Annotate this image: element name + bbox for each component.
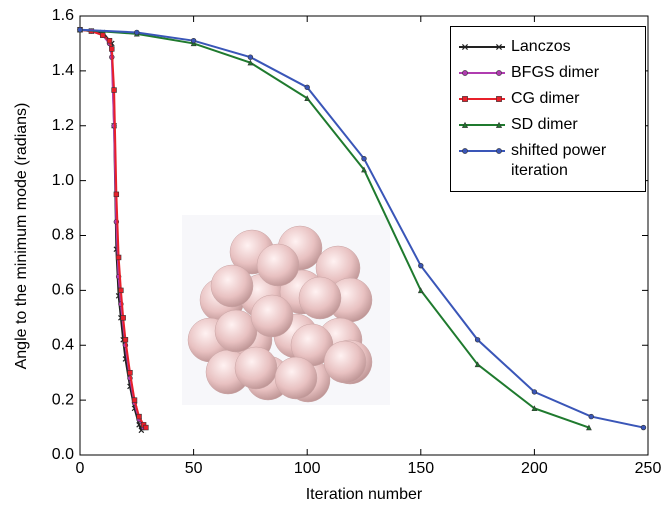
series xyxy=(77,27,647,431)
series xyxy=(77,26,592,431)
x-tick-label: 100 xyxy=(294,460,321,477)
marker xyxy=(462,96,468,102)
x-axis-label: Iteration number xyxy=(306,486,423,503)
legend-entry: SD dimer xyxy=(451,115,645,135)
marker xyxy=(100,32,106,38)
marker xyxy=(495,121,503,128)
marker xyxy=(461,43,469,51)
legend-swatch xyxy=(459,96,505,102)
y-tick-label: 0.8 xyxy=(52,227,74,244)
legend-label: CG dimer xyxy=(511,90,580,107)
marker xyxy=(417,287,424,294)
y-tick-label: 1.0 xyxy=(52,172,74,189)
x-tick-label: 200 xyxy=(521,460,548,477)
marker xyxy=(77,27,83,33)
inset-image xyxy=(182,215,390,405)
x-tick-label: 0 xyxy=(76,460,85,477)
marker xyxy=(495,43,503,51)
marker xyxy=(462,148,468,154)
marker xyxy=(190,37,197,44)
marker xyxy=(111,87,117,93)
marker xyxy=(122,337,129,343)
x-tick-label: 250 xyxy=(635,460,662,477)
legend-label: BFGS dimer xyxy=(511,64,600,81)
marker xyxy=(115,254,122,261)
y-tick-label: 0.4 xyxy=(52,336,74,353)
marker xyxy=(418,262,424,269)
marker xyxy=(106,37,113,44)
marker xyxy=(496,70,502,76)
legend-swatch xyxy=(459,43,505,51)
legend-label: SD dimer xyxy=(511,116,578,133)
marker xyxy=(361,166,367,173)
marker xyxy=(462,70,468,76)
legend-entry: BFGS dimer xyxy=(451,63,645,83)
series xyxy=(77,26,145,434)
marker xyxy=(113,191,120,198)
y-tick-label: 1.6 xyxy=(52,7,74,24)
marker xyxy=(461,121,469,128)
legend-entry: shifted power iteration xyxy=(451,141,645,181)
marker xyxy=(640,424,647,431)
y-tick-label: 1.2 xyxy=(52,117,74,134)
marker xyxy=(586,424,592,431)
legend-swatch xyxy=(459,148,505,154)
marker xyxy=(136,413,142,420)
y-tick-label: 1.4 xyxy=(52,62,74,79)
marker xyxy=(118,287,124,294)
x-tick-label: 150 xyxy=(407,460,434,477)
marker xyxy=(531,389,538,395)
marker xyxy=(247,59,254,66)
legend-swatch xyxy=(459,121,505,128)
legend: Lanczos BFGS dimer CG dimer SD dimer shifted… xyxy=(450,26,646,192)
marker xyxy=(496,96,502,102)
legend-swatch xyxy=(459,70,505,76)
marker xyxy=(131,397,138,403)
legend-label: Lanczos xyxy=(511,38,571,55)
marker xyxy=(496,148,502,154)
series xyxy=(77,27,149,431)
series-line xyxy=(79,28,147,429)
marker xyxy=(120,315,126,321)
y-tick-label: 0.2 xyxy=(52,391,74,408)
marker xyxy=(190,40,197,47)
marker xyxy=(127,369,133,376)
marker xyxy=(474,361,481,368)
marker xyxy=(361,155,367,162)
marker xyxy=(247,54,254,60)
marker xyxy=(531,405,538,412)
y-tick-label: 0.0 xyxy=(52,446,74,463)
marker xyxy=(474,337,481,343)
legend-entry: CG dimer xyxy=(451,89,645,109)
marker xyxy=(304,84,310,91)
series-line xyxy=(79,28,590,429)
legend-entry: Lanczos xyxy=(451,37,645,57)
marker xyxy=(134,29,140,36)
y-axis-label: Angle to the minimum mode (radians) xyxy=(13,103,30,370)
y-tick-label: 0.6 xyxy=(52,282,74,299)
marker xyxy=(304,95,311,102)
marker xyxy=(588,413,594,420)
marker xyxy=(109,46,115,52)
legend-label: shifted power iteration xyxy=(511,142,607,179)
x-tick-label: 50 xyxy=(185,460,203,477)
marker xyxy=(143,424,149,431)
